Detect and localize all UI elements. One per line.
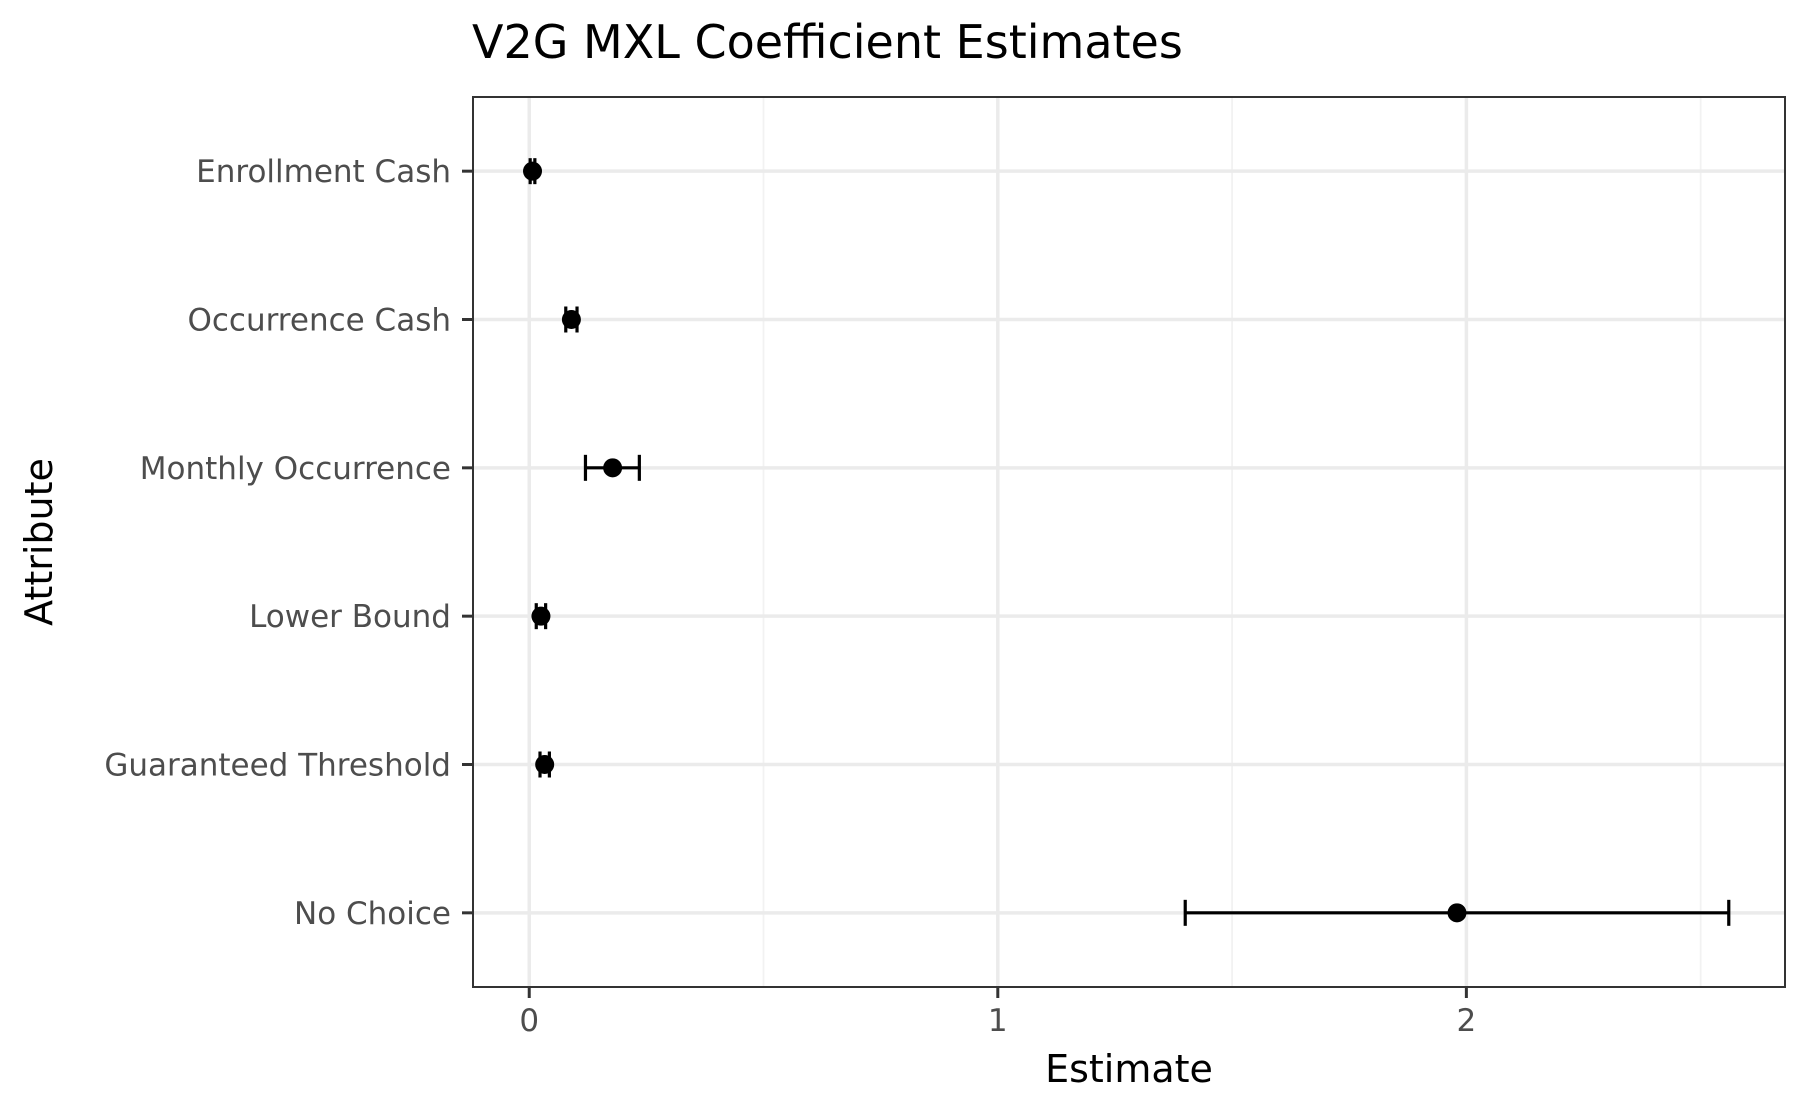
x-tick-label: 2 (1457, 1003, 1477, 1039)
estimate-point (531, 606, 551, 626)
grid (473, 97, 1785, 987)
y-tick-labels: Enrollment Cash Occurrence Cash Monthly Oc… (104, 154, 451, 932)
y-tick-label: Enrollment Cash (196, 154, 451, 190)
y-tick-label: Lower Bound (249, 599, 451, 635)
estimate-point (1447, 903, 1467, 923)
axis-ticks (462, 169, 1468, 998)
y-tick-label: Occurrence Cash (187, 303, 451, 339)
x-tick-label: 1 (988, 1003, 1008, 1039)
x-tick-labels: 0 1 2 (519, 1003, 1476, 1039)
y-tick-label: Monthly Occurrence (140, 451, 451, 487)
estimate-point (561, 310, 581, 329)
panel-border (472, 96, 1786, 988)
y-tick-label: Guaranteed Threshold (104, 748, 451, 784)
estimate-point (603, 458, 623, 478)
chart-title: V2G MXL Coefficient Estimates (472, 15, 1183, 69)
y-tick-label: No Choice (294, 896, 451, 932)
error-bars (528, 158, 1731, 926)
x-tick-label: 0 (519, 1003, 539, 1039)
y-axis-title: Attribute (17, 458, 61, 626)
estimate-point (523, 161, 543, 181)
x-axis-title: Estimate (1045, 1047, 1213, 1091)
estimate-point (535, 755, 555, 774)
estimate-points (523, 161, 1467, 923)
